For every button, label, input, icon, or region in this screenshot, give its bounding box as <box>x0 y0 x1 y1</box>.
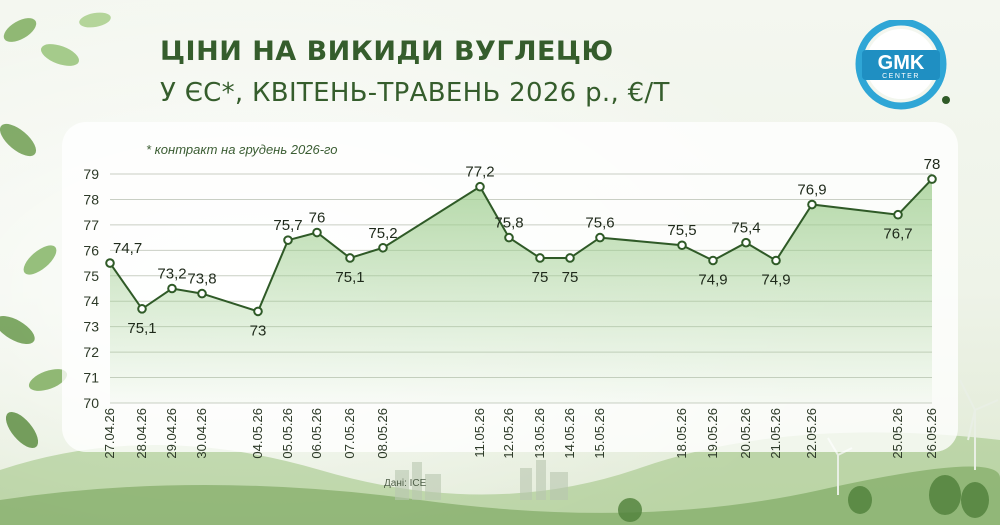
x-tick-label: 30.04.26 <box>194 408 209 459</box>
y-tick-label: 72 <box>83 344 99 360</box>
y-tick-label: 75 <box>83 268 99 284</box>
data-label: 74,9 <box>698 272 727 289</box>
data-point <box>677 240 687 251</box>
data-point <box>504 232 514 243</box>
x-tick-label: 29.04.26 <box>164 408 179 459</box>
x-tick-label: 27.04.26 <box>102 408 117 459</box>
x-tick-label: 11.05.26 <box>472 408 487 458</box>
y-tick-label: 76 <box>83 242 99 258</box>
x-tick-label: 12.05.26 <box>501 408 516 459</box>
data-label: 76 <box>309 210 326 227</box>
data-label: 75,6 <box>585 215 614 232</box>
x-tick-label: 13.05.26 <box>532 408 547 459</box>
x-tick-label: 07.05.26 <box>342 408 357 459</box>
x-tick-label: 20.05.26 <box>738 408 753 459</box>
data-label: 75,5 <box>667 222 696 239</box>
data-point <box>927 174 937 184</box>
logo-text-top: GMK <box>878 52 925 74</box>
x-tick-label: 06.05.26 <box>309 408 324 459</box>
data-point <box>253 306 263 317</box>
data-point <box>565 253 575 263</box>
data-point <box>475 181 485 192</box>
y-tick-label: 71 <box>83 370 99 386</box>
x-tick-label: 28.04.26 <box>134 408 149 459</box>
y-tick-label: 70 <box>83 395 99 411</box>
x-tick-label: 15.05.26 <box>592 408 607 459</box>
data-point <box>167 283 177 294</box>
chart-title: ЦІНИ НА ВИКИДИ ВУГЛЕЦЮ <box>160 36 614 67</box>
data-label: 75,1 <box>335 269 364 286</box>
x-tick-label: 19.05.26 <box>705 408 720 459</box>
x-tick-label: 08.05.26 <box>375 408 390 459</box>
y-tick-label: 78 <box>83 191 99 207</box>
data-label: 75 <box>532 269 549 286</box>
data-point <box>807 199 817 210</box>
data-source: Дані: ICE <box>384 478 427 489</box>
data-point <box>893 209 903 220</box>
data-label: 74,9 <box>761 272 790 289</box>
data-label: 75,8 <box>494 215 523 232</box>
x-tick-label: 14.05.26 <box>562 408 577 459</box>
data-label: 76,9 <box>797 182 826 199</box>
logo-text-bottom: CENTER <box>882 73 920 80</box>
y-tick-label: 73 <box>83 319 99 335</box>
data-point <box>283 235 293 245</box>
y-tick-label: 77 <box>83 217 99 233</box>
x-tick-label: 26.05.26 <box>924 408 939 459</box>
data-label: 73,8 <box>187 271 216 288</box>
series-area <box>110 179 932 403</box>
data-point <box>312 227 322 238</box>
leaves-decoration <box>0 12 111 449</box>
x-tick-label: 18.05.26 <box>674 408 689 459</box>
data-label: 74,7 <box>113 240 142 257</box>
y-tick-label: 74 <box>83 293 99 309</box>
contract-footnote: * контракт на грудень 2026-го <box>146 142 338 157</box>
data-point <box>741 237 751 248</box>
data-point <box>378 242 388 253</box>
data-label: 73,2 <box>157 266 186 283</box>
data-label: 75,7 <box>273 217 302 234</box>
gmk-center-logo: GMK CENTER <box>855 20 950 110</box>
data-label: 73 <box>250 322 267 339</box>
data-point <box>535 253 545 263</box>
x-tick-label: 22.05.26 <box>804 408 819 459</box>
data-label: 75,2 <box>368 225 397 242</box>
data-label: 77,2 <box>465 164 494 181</box>
chart-subtitle: У ЄС*, КВІТЕНЬ-ТРАВЕНЬ 2026 р., €/Т <box>160 78 670 108</box>
data-point <box>345 253 355 263</box>
data-label: 75 <box>562 269 579 286</box>
data-point <box>595 232 605 243</box>
x-tick-label: 25.05.26 <box>890 408 905 459</box>
data-point <box>771 255 781 266</box>
data-label: 75,1 <box>127 320 156 337</box>
data-label: 76,7 <box>883 226 912 243</box>
x-tick-label: 21.05.26 <box>768 408 783 459</box>
x-tick-label: 05.05.26 <box>280 408 295 459</box>
x-tick-label: 04.05.26 <box>250 408 265 459</box>
data-point <box>708 255 718 266</box>
data-label: 78 <box>924 156 941 173</box>
data-point <box>137 304 147 314</box>
data-point <box>197 288 207 299</box>
data-label: 75,4 <box>731 220 760 237</box>
data-point <box>105 258 115 268</box>
y-tick-label: 79 <box>83 166 99 182</box>
